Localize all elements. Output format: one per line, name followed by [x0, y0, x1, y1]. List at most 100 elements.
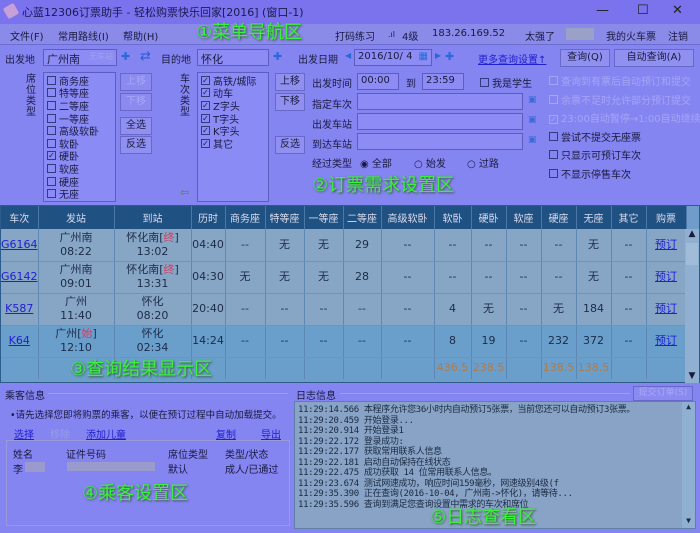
train-number[interactable]: G6164: [1, 229, 39, 262]
column-header[interactable]: 发站: [38, 206, 115, 229]
column-header[interactable]: 一等座: [304, 206, 344, 229]
column-header[interactable]: 软座: [506, 206, 542, 229]
radio-all[interactable]: ◉ 全部: [360, 159, 392, 170]
option-hide-stopped[interactable]: 不显示停售车次: [549, 167, 700, 186]
train-type-item[interactable]: ✓ 其它: [201, 138, 233, 151]
export-link[interactable]: 导出: [261, 430, 281, 441]
time-to-input[interactable]: 23:59: [422, 73, 464, 90]
menu-file[interactable]: 文件(F): [10, 32, 44, 43]
table-row[interactable]: G6164 广州南 08:22 怀化南[终] 13:02 04:40 -- 无无 29 -- -- -…: [1, 229, 687, 262]
column-header[interactable]: 硬卧: [471, 206, 507, 229]
checkbox[interactable]: ✓: [201, 75, 210, 85]
column-header[interactable]: 购票: [646, 206, 687, 229]
student-checkbox[interactable]: 我是学生: [480, 75, 532, 90]
seat-type-item[interactable]: 软座: [44, 162, 115, 176]
passenger-list[interactable]: 姓名 证件号码 席位类型 类型/状态 李 默认 成人/已通过: [6, 440, 290, 526]
train-invert-button[interactable]: 反选: [275, 136, 305, 154]
train-move-up-button[interactable]: 上移: [275, 73, 305, 91]
book-link[interactable]: 预订: [646, 261, 687, 294]
seat-type-item[interactable]: 高级软卧: [44, 124, 115, 138]
checkbox[interactable]: [47, 113, 56, 123]
column-header[interactable]: 硬座: [541, 206, 577, 229]
book-link[interactable]: 预订: [646, 293, 687, 326]
seat-type-item[interactable]: 二等座: [44, 99, 115, 113]
checkbox[interactable]: [47, 138, 56, 148]
next-date-icon[interactable]: ▶: [435, 51, 442, 60]
column-header[interactable]: 历时: [191, 206, 226, 229]
prev-date-icon[interactable]: ◀: [345, 51, 352, 60]
table-row[interactable]: K587 广州 11:40 怀化 08:20 20:40 -- -- -- -- -- 4 无 -- 无 18…: [1, 293, 687, 326]
seat-invert-button[interactable]: 反选: [120, 136, 152, 154]
seat-type-item[interactable]: 特等座: [44, 87, 115, 100]
depart-station-input[interactable]: [357, 113, 523, 130]
radio-passing[interactable]: ○ 过路: [467, 159, 499, 170]
column-header[interactable]: 车次: [1, 206, 39, 229]
column-header[interactable]: 商务座: [225, 206, 266, 229]
train-number[interactable]: K64: [1, 325, 39, 358]
table-row[interactable]: K64 广州[始] 12:10 怀化 02:34 14:24 -- -- -- -- -- 8 19 --…: [1, 325, 687, 358]
date-add-icon[interactable]: ✚: [445, 50, 455, 63]
train-type-item[interactable]: ✓ T字头: [201, 113, 240, 126]
log-scrollbar[interactable]: ▲ ▼: [682, 402, 695, 528]
checkbox[interactable]: ✓: [201, 138, 210, 148]
time-from-input[interactable]: 00:00: [357, 73, 399, 90]
results-scrollbar[interactable]: ▲ ▼: [685, 229, 699, 383]
seat-type-item[interactable]: ✓ 硬卧: [47, 151, 79, 164]
my-tickets-link[interactable]: 我的火车票: [606, 32, 656, 43]
column-header[interactable]: 高级软卧: [381, 206, 435, 229]
from-input[interactable]: 广州南 无车站: [43, 49, 117, 66]
train-no-input[interactable]: [357, 93, 523, 110]
captcha-practice-button[interactable]: 打码练习: [335, 32, 375, 43]
train-type-item[interactable]: ✓ 动车: [201, 88, 233, 101]
menu-help[interactable]: 帮助(H): [123, 32, 159, 43]
column-header[interactable]: 二等座: [343, 206, 382, 229]
option-partial-submit[interactable]: 余票不足时允许部分预订提交: [549, 93, 700, 112]
train-move-down-button[interactable]: 下移: [275, 93, 305, 111]
auto-search-button[interactable]: 自动查询(A): [614, 49, 694, 67]
column-header[interactable]: 其它: [611, 206, 647, 229]
maximize-button[interactable]: ☐: [637, 3, 649, 18]
seat-type-item[interactable]: 硬座: [44, 175, 115, 189]
checkbox[interactable]: [47, 189, 56, 199]
checkbox[interactable]: ✓: [201, 100, 210, 110]
seat-move-up-button[interactable]: 上移: [120, 73, 152, 91]
more-settings-link[interactable]: 更多查询设置↑: [478, 55, 547, 66]
arrive-station-picker-icon[interactable]: ▣: [528, 135, 537, 145]
checkbox[interactable]: ✓: [201, 113, 210, 123]
seat-type-list[interactable]: 商务座 特等座 二等座 一等座 高级软卧 软卧 ✓ 硬卧 软座 硬座 无座: [43, 72, 116, 202]
seat-select-all-button[interactable]: 全选: [120, 117, 152, 135]
logout-link[interactable]: 注销: [668, 32, 688, 43]
seat-type-item[interactable]: 软卧: [44, 137, 115, 151]
log-panel[interactable]: 11:29:14.566 本程序允许您36小时内自动预订5张票，当前您还可以自动…: [294, 401, 696, 529]
radio-origin[interactable]: ○ 始发: [414, 159, 446, 170]
seat-type-item[interactable]: 商务座: [44, 74, 115, 88]
train-number[interactable]: K587: [1, 293, 39, 326]
copy-link[interactable]: 复制: [216, 430, 236, 441]
checkbox[interactable]: ✓: [201, 126, 210, 136]
to-add-icon[interactable]: ✚: [273, 50, 283, 63]
option-bookable-only[interactable]: 只显示可预订车次: [549, 148, 700, 167]
train-type-item[interactable]: ✓ Z字头: [201, 100, 240, 113]
depart-station-picker-icon[interactable]: ▣: [528, 115, 537, 125]
train-no-picker-icon[interactable]: ▣: [528, 95, 537, 105]
seat-type-item[interactable]: 一等座: [44, 112, 115, 126]
submit-order-button[interactable]: 提交订单(S): [633, 386, 693, 401]
column-header[interactable]: 特等座: [265, 206, 305, 229]
seat-type-item[interactable]: 无座: [44, 187, 115, 201]
book-link[interactable]: 预订: [646, 325, 687, 358]
date-input[interactable]: 2016/10/ 4 ▦: [354, 49, 432, 66]
menu-routes[interactable]: 常用路线(I): [58, 32, 109, 43]
checkbox[interactable]: [47, 163, 56, 173]
checkbox[interactable]: [47, 176, 56, 186]
swap-icon[interactable]: ⇄: [140, 49, 151, 64]
checkbox[interactable]: ✓: [47, 151, 56, 161]
arrive-station-input[interactable]: [357, 133, 523, 150]
remove-passenger-link[interactable]: 移除: [50, 430, 70, 441]
option-night-pause[interactable]: ✓ 23:00自动暂停→1:00自动继续: [549, 114, 700, 125]
checkbox[interactable]: [47, 88, 56, 98]
train-type-list[interactable]: ✓ 高铁/城际 ✓ 动车 ✓ Z字头 ✓ T字头 ✓ K字头 ✓ 其它: [197, 72, 269, 202]
column-header[interactable]: 到站: [114, 206, 192, 229]
select-passenger-link[interactable]: 选择: [14, 430, 34, 441]
to-input[interactable]: 怀化: [197, 49, 269, 66]
minimize-button[interactable]: —: [596, 3, 609, 18]
